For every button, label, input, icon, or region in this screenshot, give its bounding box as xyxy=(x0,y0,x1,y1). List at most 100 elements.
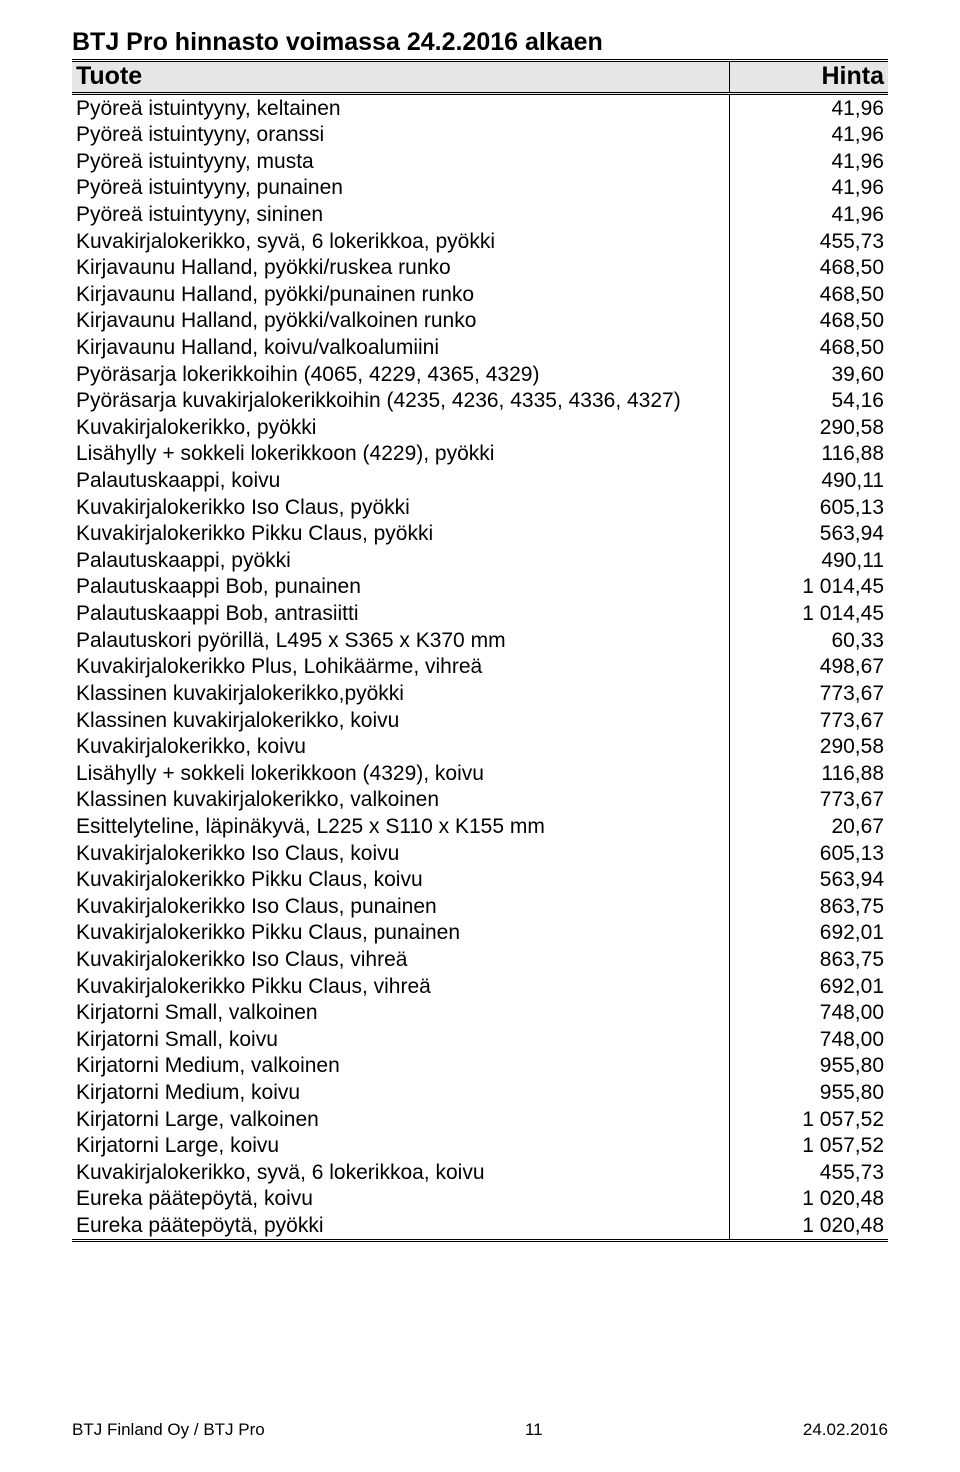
product-price: 1 057,52 xyxy=(730,1106,889,1133)
product-name: Kuvakirjalokerikko Iso Claus, pyökki xyxy=(72,494,730,521)
table-row: Pyöreä istuintyyny, punainen41,96 xyxy=(72,175,888,202)
product-price: 455,73 xyxy=(730,228,889,255)
product-name: Kuvakirjalokerikko Pikku Claus, punainen xyxy=(72,920,730,947)
product-name: Kuvakirjalokerikko Iso Claus, koivu xyxy=(72,840,730,867)
column-header-tuote: Tuote xyxy=(72,61,730,94)
table-row: Pyöräsarja lokerikkoihin (4065, 4229, 43… xyxy=(72,361,888,388)
footer-page-number: 11 xyxy=(525,1420,543,1440)
table-row: Pyöreä istuintyyny, musta41,96 xyxy=(72,148,888,175)
table-row: Kuvakirjalokerikko Plus, Lohikäärme, vih… xyxy=(72,654,888,681)
product-price: 605,13 xyxy=(730,840,889,867)
product-price: 41,96 xyxy=(730,94,889,122)
product-name: Kirjavaunu Halland, pyökki/valkoinen run… xyxy=(72,308,730,335)
table-row: Palautuskaappi Bob, antrasiitti1 014,45 xyxy=(72,601,888,628)
product-price: 563,94 xyxy=(730,521,889,548)
column-header-hinta: Hinta xyxy=(730,61,889,94)
product-name: Palautuskaappi Bob, antrasiitti xyxy=(72,601,730,628)
product-name: Klassinen kuvakirjalokerikko, valkoinen xyxy=(72,787,730,814)
product-price: 468,50 xyxy=(730,308,889,335)
table-row: Kirjavaunu Halland, pyökki/punainen runk… xyxy=(72,281,888,308)
product-name: Palautuskaappi, pyökki xyxy=(72,547,730,574)
table-row: Kirjavaunu Halland, pyökki/ruskea runko4… xyxy=(72,255,888,282)
product-name: Kirjatorni Medium, koivu xyxy=(72,1080,730,1107)
product-name: Pyöräsarja kuvakirjalokerikkoihin (4235,… xyxy=(72,388,730,415)
product-name: Palautuskaappi Bob, punainen xyxy=(72,574,730,601)
product-price: 490,11 xyxy=(730,468,889,495)
table-row: Pyöräsarja kuvakirjalokerikkoihin (4235,… xyxy=(72,388,888,415)
product-price: 773,67 xyxy=(730,680,889,707)
product-price: 1 014,45 xyxy=(730,574,889,601)
table-row: Esittelyteline, läpinäkyvä, L225 x S110 … xyxy=(72,813,888,840)
table-row: Pyöreä istuintyyny, keltainen41,96 xyxy=(72,94,888,122)
product-name: Kirjavaunu Halland, koivu/valkoalumiini xyxy=(72,334,730,361)
table-row: Kuvakirjalokerikko Pikku Claus, pyökki56… xyxy=(72,521,888,548)
table-row: Eureka päätepöytä, koivu1 020,48 xyxy=(72,1186,888,1213)
table-row: Kirjatorni Small, valkoinen748,00 xyxy=(72,1000,888,1027)
product-price: 748,00 xyxy=(730,1000,889,1027)
table-row: Kirjavaunu Halland, koivu/valkoalumiini4… xyxy=(72,334,888,361)
table-row: Kuvakirjalokerikko Pikku Claus, vihreä69… xyxy=(72,973,888,1000)
product-name: Kuvakirjalokerikko, syvä, 6 lokerikkoa, … xyxy=(72,228,730,255)
table-row: Kuvakirjalokerikko, koivu290,58 xyxy=(72,734,888,761)
table-row: Klassinen kuvakirjalokerikko, koivu773,6… xyxy=(72,707,888,734)
product-price: 692,01 xyxy=(730,973,889,1000)
product-price: 116,88 xyxy=(730,441,889,468)
product-name: Eureka päätepöytä, koivu xyxy=(72,1186,730,1213)
product-price: 1 057,52 xyxy=(730,1133,889,1160)
product-price: 748,00 xyxy=(730,1026,889,1053)
table-row: Pyöreä istuintyyny, oranssi41,96 xyxy=(72,122,888,149)
product-price: 863,75 xyxy=(730,947,889,974)
product-name: Eureka päätepöytä, pyökki xyxy=(72,1213,730,1241)
product-name: Lisähylly + sokkeli lokerikkoon (4329), … xyxy=(72,760,730,787)
product-price: 60,33 xyxy=(730,627,889,654)
table-row: Palautuskaappi, pyökki490,11 xyxy=(72,547,888,574)
product-name: Kuvakirjalokerikko Iso Claus, punainen xyxy=(72,893,730,920)
table-row: Lisähylly + sokkeli lokerikkoon (4329), … xyxy=(72,760,888,787)
product-price: 41,96 xyxy=(730,148,889,175)
product-price: 41,96 xyxy=(730,122,889,149)
table-header-row: Tuote Hinta xyxy=(72,61,888,94)
product-price: 41,96 xyxy=(730,175,889,202)
product-name: Kuvakirjalokerikko, syvä, 6 lokerikkoa, … xyxy=(72,1159,730,1186)
product-name: Kirjatorni Small, koivu xyxy=(72,1026,730,1053)
table-row: Kirjatorni Medium, koivu955,80 xyxy=(72,1080,888,1107)
product-name: Kirjavaunu Halland, pyökki/ruskea runko xyxy=(72,255,730,282)
product-price: 54,16 xyxy=(730,388,889,415)
table-row: Kuvakirjalokerikko Iso Claus, vihreä863,… xyxy=(72,947,888,974)
product-price: 468,50 xyxy=(730,334,889,361)
product-price: 498,67 xyxy=(730,654,889,681)
product-name: Pyöreä istuintyyny, sininen xyxy=(72,201,730,228)
product-price: 490,11 xyxy=(730,547,889,574)
product-name: Kuvakirjalokerikko Plus, Lohikäärme, vih… xyxy=(72,654,730,681)
product-price: 605,13 xyxy=(730,494,889,521)
table-row: Kuvakirjalokerikko Pikku Claus, koivu563… xyxy=(72,867,888,894)
product-price: 116,88 xyxy=(730,760,889,787)
product-price: 1 020,48 xyxy=(730,1186,889,1213)
product-name: Lisähylly + sokkeli lokerikkoon (4229), … xyxy=(72,441,730,468)
product-name: Kirjatorni Large, valkoinen xyxy=(72,1106,730,1133)
page-title: BTJ Pro hinnasto voimassa 24.2.2016 alka… xyxy=(72,28,888,57)
table-row: Klassinen kuvakirjalokerikko, valkoinen7… xyxy=(72,787,888,814)
product-name: Pyöräsarja lokerikkoihin (4065, 4229, 43… xyxy=(72,361,730,388)
product-name: Pyöreä istuintyyny, keltainen xyxy=(72,94,730,122)
table-row: Kuvakirjalokerikko Iso Claus, koivu605,1… xyxy=(72,840,888,867)
price-table: Tuote Hinta Pyöreä istuintyyny, keltaine… xyxy=(72,59,888,1242)
footer-company: BTJ Finland Oy / BTJ Pro xyxy=(72,1420,265,1440)
page: BTJ Pro hinnasto voimassa 24.2.2016 alka… xyxy=(0,0,960,1472)
product-name: Kuvakirjalokerikko Pikku Claus, koivu xyxy=(72,867,730,894)
table-row: Kirjatorni Large, koivu1 057,52 xyxy=(72,1133,888,1160)
product-price: 290,58 xyxy=(730,734,889,761)
table-row: Kirjatorni Medium, valkoinen955,80 xyxy=(72,1053,888,1080)
table-row: Kirjatorni Large, valkoinen1 057,52 xyxy=(72,1106,888,1133)
product-name: Kuvakirjalokerikko, pyökki xyxy=(72,414,730,441)
product-name: Kuvakirjalokerikko Iso Claus, vihreä xyxy=(72,947,730,974)
product-name: Pyöreä istuintyyny, punainen xyxy=(72,175,730,202)
product-price: 39,60 xyxy=(730,361,889,388)
product-name: Kuvakirjalokerikko Pikku Claus, pyökki xyxy=(72,521,730,548)
table-row: Palautuskaappi Bob, punainen1 014,45 xyxy=(72,574,888,601)
table-row: Kuvakirjalokerikko Pikku Claus, punainen… xyxy=(72,920,888,947)
product-name: Kirjavaunu Halland, pyökki/punainen runk… xyxy=(72,281,730,308)
product-name: Klassinen kuvakirjalokerikko,pyökki xyxy=(72,680,730,707)
table-row: Palautuskaappi, koivu490,11 xyxy=(72,468,888,495)
product-name: Esittelyteline, läpinäkyvä, L225 x S110 … xyxy=(72,813,730,840)
